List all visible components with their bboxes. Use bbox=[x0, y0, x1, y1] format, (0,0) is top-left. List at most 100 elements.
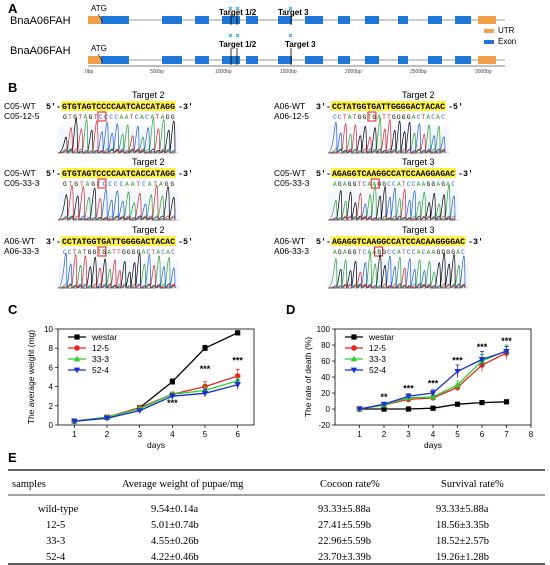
chromatogram-trace bbox=[327, 253, 469, 289]
svg-text:T: T bbox=[343, 114, 347, 121]
ref-suffix: -5' bbox=[448, 102, 463, 112]
svg-text:C: C bbox=[142, 181, 146, 188]
svg-text:T: T bbox=[155, 114, 159, 121]
data-point bbox=[380, 401, 388, 408]
ref-suffix: -3' bbox=[178, 102, 193, 112]
svg-text:A: A bbox=[156, 249, 160, 256]
svg-text:G: G bbox=[166, 114, 170, 121]
svg-text:G: G bbox=[362, 114, 366, 121]
data-point bbox=[479, 400, 485, 406]
svg-text:A: A bbox=[367, 249, 371, 256]
ref-sequence: AGAGGTCAAGGCCATCCAAGGAGAC bbox=[332, 170, 455, 179]
svg-text:C: C bbox=[407, 249, 411, 256]
sequence-highlight bbox=[331, 168, 456, 178]
data-point bbox=[405, 393, 412, 400]
sequence-highlight bbox=[331, 101, 446, 111]
y-tick-label: 10 bbox=[44, 325, 53, 334]
svg-text:A: A bbox=[150, 114, 154, 121]
svg-text:C: C bbox=[412, 181, 416, 188]
ref-prefix: 5'- bbox=[316, 169, 331, 179]
svg-text:T: T bbox=[136, 181, 140, 188]
svg-text:A: A bbox=[426, 114, 430, 121]
mut-label: C05-33-3 bbox=[274, 178, 310, 188]
y-tick-label: 0 bbox=[49, 421, 54, 430]
panel-b-letter: B bbox=[8, 80, 17, 95]
x-tick-label: 7 bbox=[504, 430, 509, 439]
svg-text:C: C bbox=[431, 114, 435, 121]
target-title: Target 2 bbox=[402, 90, 435, 100]
svg-text:A: A bbox=[397, 249, 401, 256]
svg-text:A: A bbox=[333, 181, 337, 188]
svg-text:G: G bbox=[170, 181, 174, 188]
table-cell-sample: wild-type bbox=[38, 504, 79, 515]
significance-label: *** bbox=[501, 336, 512, 346]
x-tick-label: 5 bbox=[203, 430, 208, 439]
data-point bbox=[71, 418, 78, 425]
svg-text:C: C bbox=[108, 181, 112, 188]
svg-text:G: G bbox=[132, 249, 136, 256]
data-point bbox=[503, 349, 510, 355]
svg-text:C: C bbox=[145, 114, 149, 121]
mut-label: C05-12-5 bbox=[4, 111, 40, 121]
table-cell-cocoon: 23.70±3.39b bbox=[318, 552, 371, 563]
ref-sequence: CCTATGGTGATTGGGGACTACAC bbox=[62, 238, 175, 247]
data-point bbox=[429, 390, 437, 397]
mut-label: A06-12-5 bbox=[274, 111, 309, 121]
svg-text:T: T bbox=[97, 249, 101, 256]
svg-text:T: T bbox=[130, 114, 134, 121]
target-3-label-1: Target 3 bbox=[278, 8, 309, 17]
ref-suffix: -3' bbox=[458, 169, 473, 179]
mutation-marker bbox=[374, 246, 384, 257]
series-line bbox=[74, 380, 238, 422]
svg-text:A: A bbox=[86, 181, 90, 188]
series-line bbox=[74, 384, 238, 422]
ref-label: C05-WT bbox=[4, 168, 36, 178]
svg-text:A: A bbox=[148, 181, 152, 188]
data-point bbox=[503, 399, 510, 405]
svg-text:C: C bbox=[114, 114, 118, 121]
panel-e-letter: E bbox=[8, 450, 17, 465]
svg-text:G: G bbox=[446, 249, 450, 256]
table-row: 52-4 4.22±0.46b 23.70±3.39b 19.26±1.28b bbox=[46, 552, 489, 563]
y-tick-label: 100 bbox=[317, 325, 331, 334]
svg-text:C: C bbox=[338, 114, 342, 121]
svg-text:C: C bbox=[441, 114, 445, 121]
x-tick-label: 6 bbox=[235, 430, 240, 439]
svg-text:C: C bbox=[63, 249, 67, 256]
svg-text:G: G bbox=[127, 249, 131, 256]
svg-text:G: G bbox=[89, 114, 93, 121]
svg-text:C: C bbox=[417, 114, 421, 121]
table-header-samples: samples bbox=[12, 479, 46, 490]
table-cell-cocoon: 93.33±5.88a bbox=[318, 504, 371, 515]
svg-text:C: C bbox=[387, 181, 391, 188]
svg-text:T: T bbox=[353, 114, 357, 121]
svg-text:A: A bbox=[417, 249, 421, 256]
x-tick-label: 2 bbox=[105, 430, 110, 439]
data-point bbox=[350, 355, 358, 362]
svg-text:A: A bbox=[120, 114, 124, 121]
scale-label-4: 2000bp bbox=[345, 69, 362, 75]
panel-d-letter: D bbox=[286, 302, 295, 317]
mut-label: C05-33-3 bbox=[4, 178, 40, 188]
x-tick-label: 4 bbox=[431, 430, 436, 439]
table-header-cocoon: Cocoon rate% bbox=[320, 479, 380, 490]
y-tick-label: 6 bbox=[49, 363, 54, 372]
x-tick-label: 5 bbox=[455, 430, 460, 439]
ref-prefix: 5'- bbox=[316, 237, 331, 247]
results-table: samples Average weight of pupae/mg Cocoo… bbox=[8, 469, 545, 565]
scale-label-2: 1000bp bbox=[215, 69, 232, 75]
svg-text:C: C bbox=[392, 249, 396, 256]
scale-label-6: 3000bp bbox=[475, 69, 492, 75]
svg-text:A: A bbox=[397, 181, 401, 188]
atg-label-2: ATG bbox=[91, 44, 107, 53]
svg-text:A: A bbox=[348, 114, 352, 121]
y-tick-label: 40 bbox=[321, 373, 330, 382]
significance-label: *** bbox=[428, 379, 439, 389]
svg-text:G: G bbox=[73, 114, 77, 121]
svg-text:C: C bbox=[392, 181, 396, 188]
scale-ruler: 0bp 500bp 1000bp 1500bp 2000bp 2500bp 30… bbox=[85, 65, 505, 75]
svg-text:A: A bbox=[446, 181, 450, 188]
x-tick-label: 3 bbox=[406, 430, 411, 439]
